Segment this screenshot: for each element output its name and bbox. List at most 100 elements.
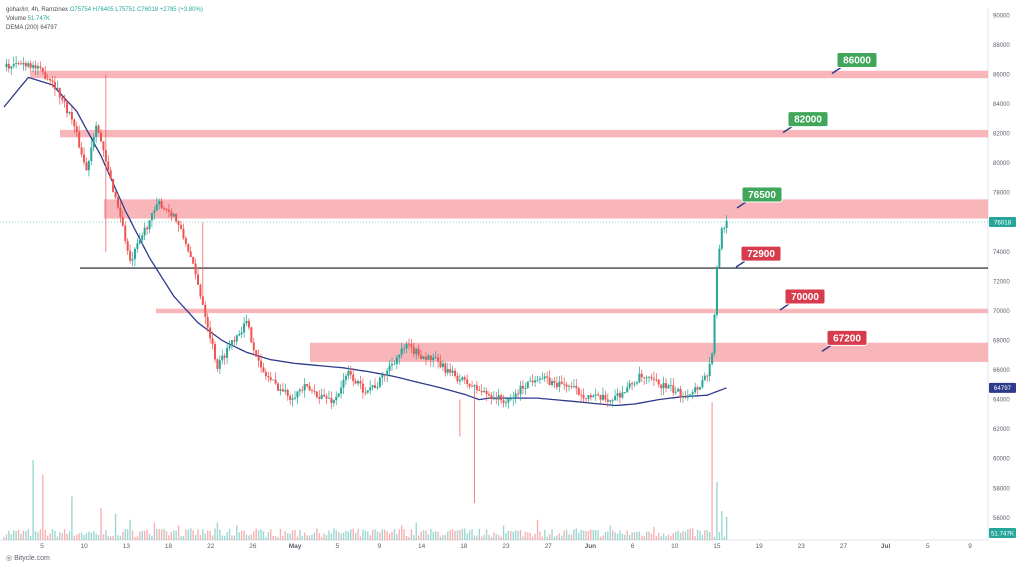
candle-body bbox=[504, 402, 507, 404]
volume-bar bbox=[146, 529, 148, 540]
price-tick-label: 86000 bbox=[993, 73, 1010, 79]
volume-bar bbox=[177, 525, 180, 540]
volume-bar bbox=[274, 536, 277, 540]
volume-bar bbox=[114, 513, 117, 540]
volume-bar bbox=[563, 530, 565, 540]
volume-bar bbox=[587, 530, 590, 540]
level-tag-86000[interactable] bbox=[836, 52, 878, 68]
volume-bar bbox=[345, 530, 347, 540]
volume-bar bbox=[388, 533, 391, 540]
time-tick-label: 5 bbox=[40, 543, 44, 550]
candle-body bbox=[61, 97, 64, 100]
volume-bar bbox=[660, 536, 662, 540]
candle-body bbox=[638, 373, 641, 383]
time-tick-label: 5 bbox=[926, 543, 930, 550]
volume-bar bbox=[42, 474, 44, 540]
dema-label: DEMA (200) bbox=[6, 25, 39, 31]
volume-bar bbox=[59, 532, 61, 540]
volume-bar bbox=[609, 525, 611, 540]
candle-body bbox=[313, 390, 316, 392]
candle-body bbox=[240, 332, 243, 335]
candle-body bbox=[684, 396, 687, 398]
volume-bar bbox=[151, 536, 153, 540]
volume-bar bbox=[49, 533, 51, 540]
volume-bar bbox=[335, 530, 337, 540]
volume-bar bbox=[628, 534, 631, 540]
candle-body bbox=[682, 396, 684, 398]
volume-bar bbox=[39, 529, 42, 540]
volume-bar bbox=[122, 531, 124, 540]
volume-bar bbox=[379, 532, 381, 540]
candle-body bbox=[216, 359, 219, 369]
volume-bar bbox=[619, 530, 621, 540]
candle-body bbox=[541, 378, 544, 380]
dema-line bbox=[3, 76, 727, 407]
volume-bar bbox=[510, 531, 512, 540]
volume-bar bbox=[357, 528, 359, 540]
volume-bar bbox=[524, 531, 527, 540]
volume-bar bbox=[371, 530, 374, 540]
level-tag-67200[interactable] bbox=[826, 329, 868, 346]
volume-bar bbox=[270, 529, 272, 540]
candle-body bbox=[480, 391, 483, 393]
candle-body bbox=[432, 357, 435, 361]
volume-bar bbox=[90, 532, 92, 540]
candle-body bbox=[429, 355, 432, 361]
candle-body bbox=[73, 119, 76, 127]
candle-body bbox=[80, 147, 83, 155]
level-tag-label: 72900 bbox=[747, 249, 775, 260]
candle-body bbox=[109, 170, 112, 180]
volume-bar bbox=[51, 528, 54, 540]
candle-body bbox=[526, 381, 529, 389]
candle-body bbox=[635, 382, 638, 384]
volume-bar bbox=[284, 531, 286, 540]
candle-body bbox=[19, 63, 22, 65]
candle-body bbox=[723, 227, 726, 229]
candle-body bbox=[405, 343, 408, 349]
candle-body bbox=[679, 388, 682, 398]
volume-bar bbox=[168, 535, 170, 540]
candle-body bbox=[720, 228, 723, 249]
volume-bar bbox=[432, 531, 434, 540]
candle-body bbox=[391, 363, 393, 366]
volume-bar bbox=[117, 535, 119, 540]
volume-bar bbox=[325, 535, 328, 540]
volume-bar bbox=[645, 531, 648, 540]
level-tag-72900[interactable] bbox=[740, 245, 782, 262]
candle-body bbox=[609, 400, 612, 402]
time-tick-label: 23 bbox=[502, 543, 510, 550]
candle-body bbox=[192, 257, 195, 264]
candle-body bbox=[488, 393, 490, 396]
candle-body bbox=[483, 390, 486, 393]
volume-bar bbox=[527, 532, 529, 540]
candle-body bbox=[468, 383, 471, 387]
candle-body bbox=[575, 386, 578, 389]
volume-bar bbox=[265, 536, 267, 540]
volume-bar bbox=[425, 530, 427, 540]
volume-bar bbox=[173, 530, 175, 540]
level-tag-82000[interactable] bbox=[787, 111, 829, 128]
candle-body bbox=[585, 398, 587, 400]
volume-bar bbox=[512, 531, 514, 540]
candle-body bbox=[7, 63, 10, 69]
volume-bar bbox=[216, 522, 219, 540]
price-tick-label: 78000 bbox=[993, 191, 1010, 197]
level-tag-76500[interactable] bbox=[741, 186, 783, 203]
level-tag-70000[interactable] bbox=[784, 288, 826, 305]
candle-body bbox=[330, 397, 333, 404]
time-tick-label: Jul bbox=[881, 543, 891, 550]
volume-bar bbox=[139, 531, 141, 540]
volume-bar bbox=[444, 534, 447, 540]
volume-bar bbox=[408, 536, 410, 540]
volume-bar bbox=[245, 534, 248, 540]
volume-bar bbox=[15, 531, 17, 540]
volume-bar bbox=[442, 535, 444, 540]
level-tag-pointer bbox=[736, 201, 747, 209]
volume-bar bbox=[236, 525, 238, 540]
candle-body bbox=[374, 385, 377, 388]
candle-body bbox=[565, 384, 568, 387]
candle-body bbox=[291, 398, 294, 400]
candle-body bbox=[701, 379, 704, 388]
volume-bar bbox=[478, 528, 480, 540]
